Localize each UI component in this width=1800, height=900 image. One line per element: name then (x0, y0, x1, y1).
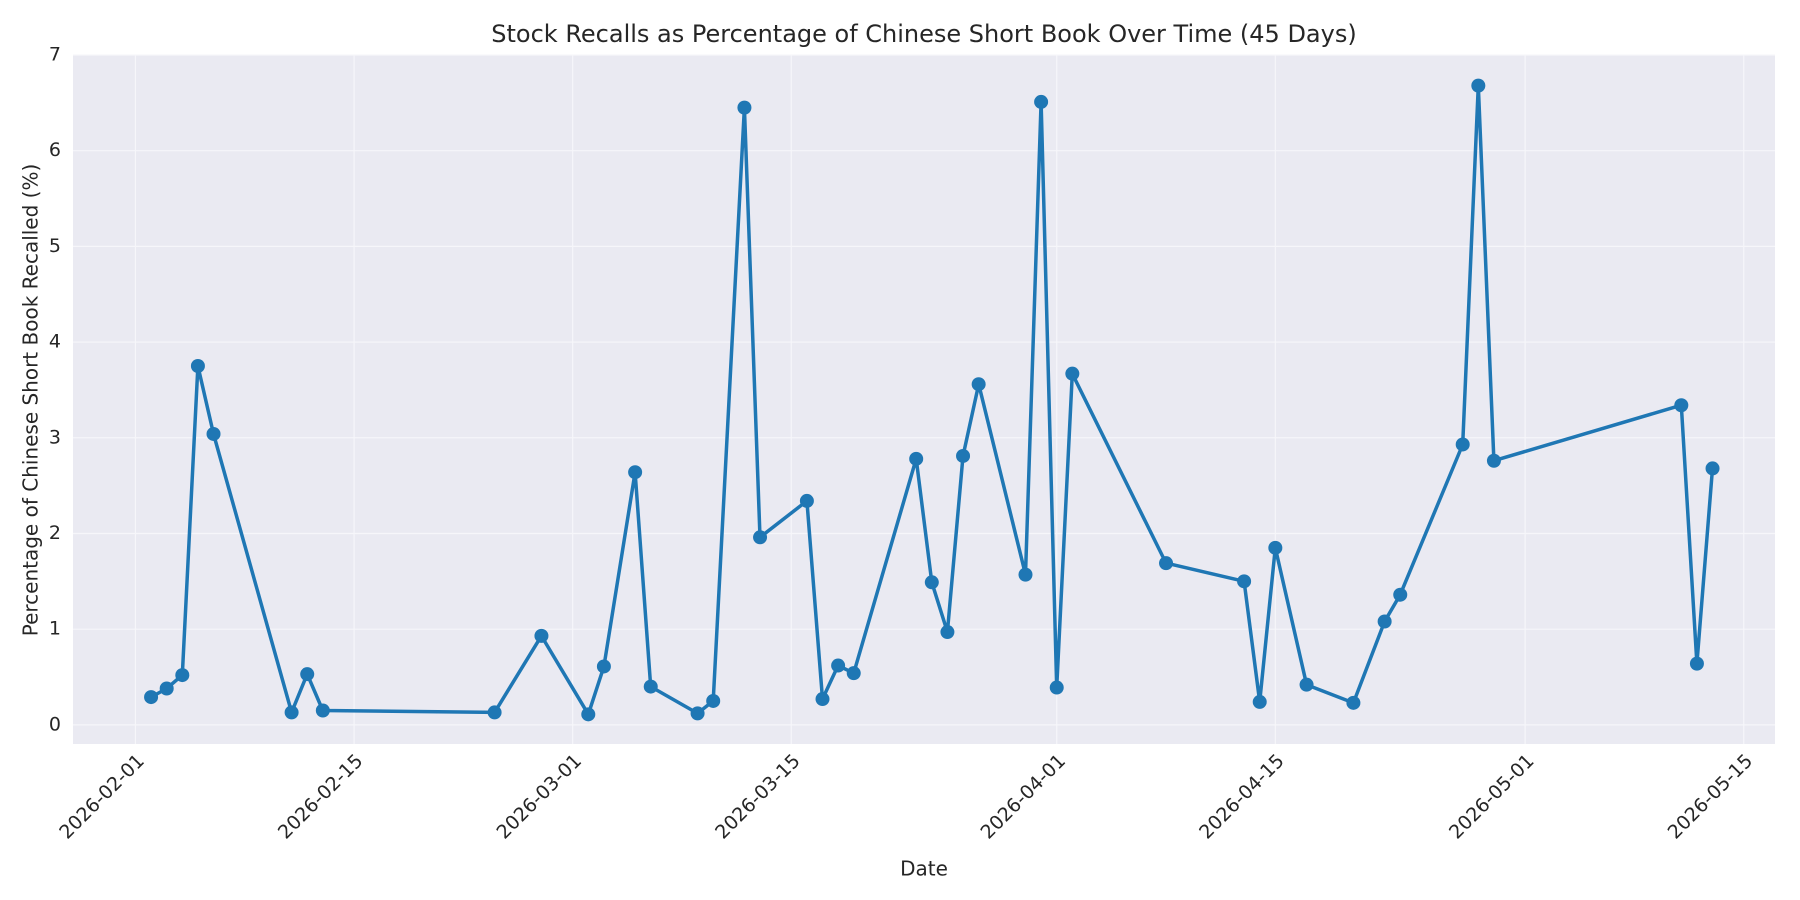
data-point (1705, 461, 1720, 476)
x-tick-label: 2026-03-15 (711, 750, 805, 844)
x-tick-label: 2026-04-01 (977, 750, 1071, 844)
y-tick-label: 7 (49, 44, 61, 66)
data-point (737, 100, 752, 115)
data-point (1065, 366, 1080, 381)
data-point (690, 706, 705, 721)
data-point (1674, 398, 1689, 413)
data-point (799, 493, 814, 508)
x-tick-label: 2026-02-15 (274, 750, 368, 844)
x-tick-label: 2026-04-15 (1195, 750, 1289, 844)
y-axis-label: Percentage of Chinese Short Book Recalle… (19, 164, 43, 637)
data-point (300, 667, 315, 682)
data-point (1393, 587, 1408, 602)
y-tick-label: 2 (49, 522, 61, 544)
y-tick-label: 4 (49, 331, 61, 353)
y-tick-label: 6 (49, 139, 61, 161)
data-point (831, 658, 846, 673)
data-point (1471, 78, 1486, 93)
data-point (315, 703, 330, 718)
data-point (581, 707, 596, 722)
data-point (971, 377, 986, 392)
y-tick-label: 3 (49, 426, 61, 448)
data-point (487, 705, 502, 720)
data-point (753, 530, 768, 545)
data-point (956, 448, 971, 463)
y-tick-label: 0 (49, 713, 61, 735)
plot-area (73, 55, 1775, 744)
data-point (924, 575, 939, 590)
data-point (628, 465, 643, 480)
data-point (940, 625, 955, 640)
x-tick-label: 2026-05-15 (1664, 750, 1758, 844)
data-point (1299, 677, 1314, 692)
x-axis-label: Date (900, 857, 948, 881)
data-point (1252, 694, 1267, 709)
data-point (1034, 94, 1049, 109)
data-point (175, 668, 190, 683)
data-point (596, 659, 611, 674)
x-tick-label: 2026-05-01 (1445, 750, 1539, 844)
data-point (1049, 680, 1064, 695)
data-point (706, 693, 721, 708)
data-point (1486, 453, 1501, 468)
data-point (815, 692, 830, 707)
x-tick-label: 2026-03-01 (492, 750, 586, 844)
y-tick-label: 5 (49, 235, 61, 257)
data-point (1455, 437, 1470, 452)
data-point (190, 359, 205, 374)
data-point (1268, 540, 1283, 555)
data-point (206, 426, 221, 441)
data-point (909, 451, 924, 466)
y-tick-label: 1 (49, 618, 61, 640)
data-point (144, 690, 159, 705)
data-point (1159, 556, 1174, 571)
data-point (1237, 574, 1252, 589)
data-point (1689, 656, 1704, 671)
x-tick-label: 2026-02-01 (55, 750, 149, 844)
data-point (159, 681, 174, 696)
data-point (846, 666, 861, 681)
data-point (1377, 614, 1392, 629)
data-point (643, 679, 658, 694)
data-point (1346, 695, 1361, 710)
chart-title: Stock Recalls as Percentage of Chinese S… (491, 20, 1356, 48)
data-point (534, 628, 549, 643)
data-point (284, 705, 299, 720)
data-point (1018, 567, 1033, 582)
